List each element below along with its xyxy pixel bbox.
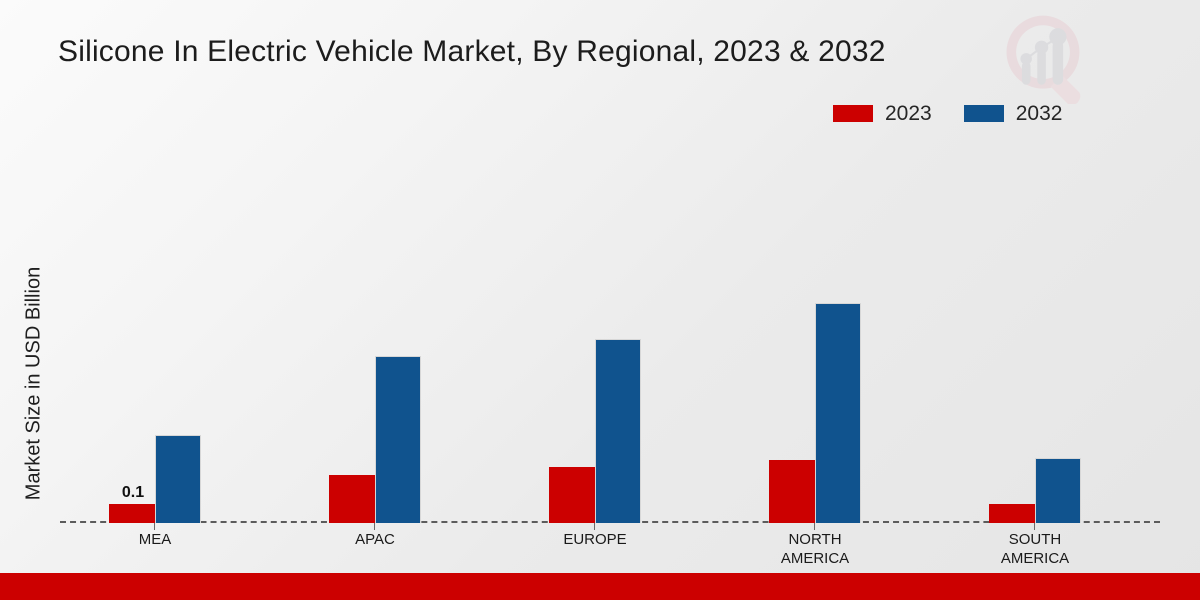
bar-group: NORTH AMERICA [769, 140, 861, 567]
x-axis-category-label: APAC [355, 531, 395, 548]
legend-swatch-2032-icon [963, 105, 1004, 122]
bar-2032[interactable] [155, 435, 201, 523]
watermark-logo-icon [995, 8, 1091, 105]
x-axis-category-label: EUROPE [563, 531, 627, 548]
axis-tick [1034, 523, 1035, 530]
legend-swatch-2023-icon [833, 105, 873, 122]
bar-group: 0.1 MEA [109, 140, 201, 548]
legend-label-2023: 2023 [885, 102, 932, 125]
x-axis-category-label: NORTH AMERICA [780, 531, 850, 567]
chart-legend: 2023 2032 [833, 103, 1062, 124]
bar-2023[interactable] [989, 504, 1035, 523]
bar-2032[interactable] [375, 356, 421, 523]
bar-group: EUROPE [549, 140, 641, 548]
axis-tick [154, 523, 155, 530]
bar-group: SOUTH AMERICA [989, 140, 1081, 567]
chart-title: Silicone In Electric Vehicle Market, By … [58, 35, 886, 68]
bar-2032[interactable] [815, 303, 861, 523]
bar-group: APAC [329, 140, 421, 548]
bar-groups: 0.1 MEA APAC EUROPE NORTH AMERICA SOUTH AMERI… [60, 140, 1160, 567]
bar-2023[interactable] [549, 467, 595, 523]
axis-tick [374, 523, 375, 530]
legend-item-2023[interactable]: 2023 [833, 103, 932, 124]
bar-2032[interactable] [1035, 458, 1081, 523]
bar-2023[interactable] [329, 475, 375, 523]
x-axis-category-label: MEA [138, 531, 172, 548]
bar-2023[interactable]: 0.1 [109, 484, 155, 523]
axis-tick [814, 523, 815, 530]
bar-2032[interactable] [595, 339, 641, 523]
x-axis-category-label: SOUTH AMERICA [1000, 531, 1070, 567]
legend-item-2032[interactable]: 2032 [963, 102, 1063, 125]
bar-value-label: 0.1 [121, 484, 145, 501]
axis-tick [594, 523, 595, 530]
footer-bar [0, 573, 1200, 600]
plot-area: 0.1 MEA APAC EUROPE NORTH AMERICA SOUTH AMERI… [60, 140, 1160, 567]
y-axis-title: Market Size in USD Billion [22, 266, 45, 501]
legend-label-2032: 2032 [1015, 102, 1063, 125]
bar-2023[interactable] [769, 460, 815, 523]
